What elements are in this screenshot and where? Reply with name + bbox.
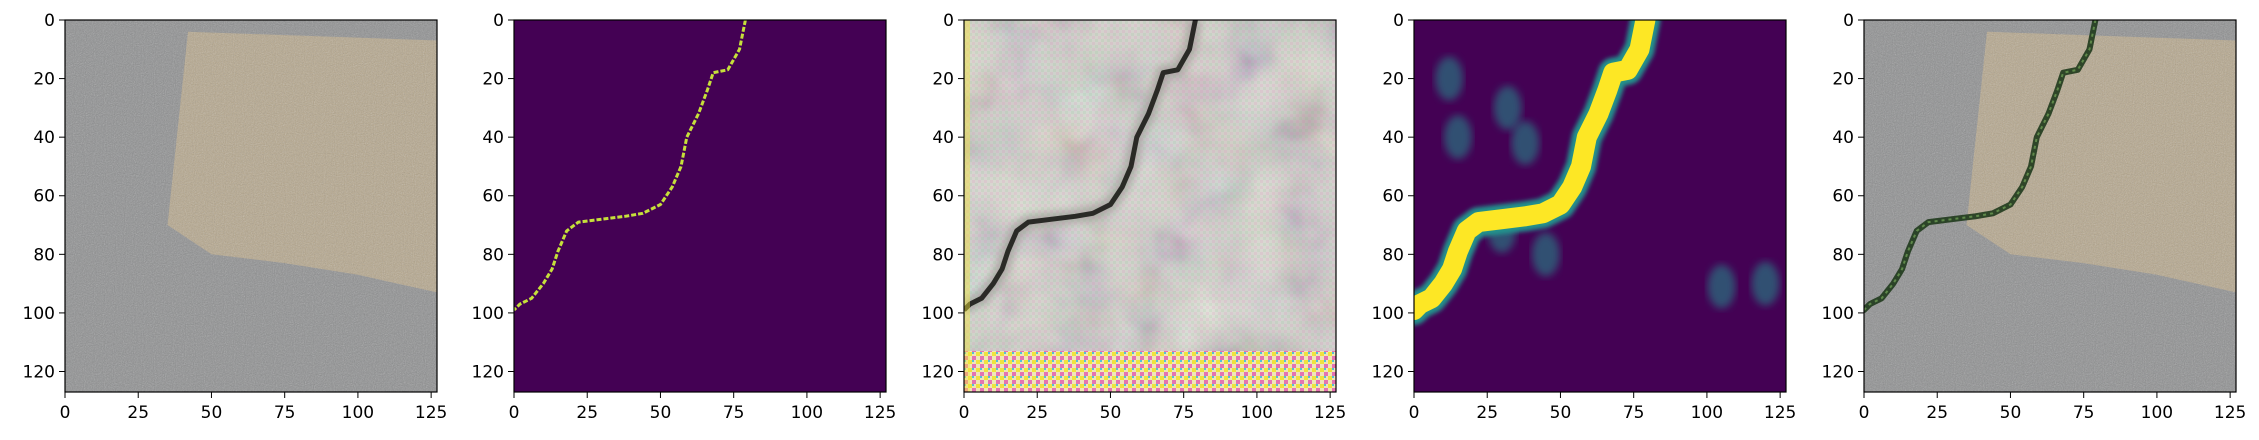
x-tick-label: 125 (1314, 403, 1346, 423)
crack-highlight (1864, 20, 2097, 311)
x-tick-label: 50 (2000, 403, 2022, 423)
y-tick-label: 120 (922, 362, 954, 382)
axes-frame (1863, 19, 2237, 393)
y-tick-label: 100 (1822, 304, 1854, 324)
y-tick-label: 20 (1832, 70, 1854, 90)
bottom-artifact-stripes (964, 350, 1336, 392)
y-tick-label: 0 (1393, 11, 1404, 31)
x-tick-label: 75 (2073, 403, 2095, 423)
x-tick-label: 50 (1550, 403, 1572, 423)
image-area (65, 20, 437, 392)
x-tick-label: 125 (864, 403, 896, 423)
x-tick-label: 0 (60, 403, 71, 423)
y-tick-label: 80 (932, 245, 954, 265)
x-tick-label: 125 (415, 403, 447, 423)
y-tick-label: 80 (1382, 245, 1404, 265)
y-tick-label: 40 (1832, 128, 1854, 148)
y-tick-label: 0 (44, 11, 55, 31)
x-tick-label: 25 (1476, 403, 1498, 423)
generated-crack-line (964, 20, 1198, 312)
image-area (1864, 20, 2236, 392)
faint-blob (1435, 56, 1464, 101)
y-tick-label: 100 (922, 304, 954, 324)
y-tick-label: 0 (493, 11, 504, 31)
image-area (514, 20, 886, 392)
left-edge-artifact (964, 20, 970, 392)
x-tick-label: 75 (1173, 403, 1195, 423)
x-tick-label: 100 (1691, 403, 1723, 423)
x-tick-label: 50 (650, 403, 672, 423)
x-tick-label: 0 (1859, 403, 1870, 423)
y-tick-label: 60 (33, 187, 55, 207)
x-tick-label: 100 (342, 403, 374, 423)
y-tick-label: 40 (932, 128, 954, 148)
y-tick-label: 40 (1382, 128, 1404, 148)
axes-frame (963, 19, 1337, 393)
y-tick-label: 100 (23, 304, 55, 324)
x-tick-label: 50 (1100, 403, 1122, 423)
y-tick-label: 0 (943, 11, 954, 31)
axes-frame (64, 19, 438, 393)
y-tick-label: 20 (33, 70, 55, 90)
x-tick-label: 25 (1926, 403, 1948, 423)
x-tick-label: 0 (509, 403, 520, 423)
y-tick-label: 100 (472, 304, 504, 324)
x-tick-label: 100 (1241, 403, 1273, 423)
faint-blob (1443, 115, 1472, 160)
y-tick-label: 60 (482, 187, 504, 207)
y-tick-label: 60 (1382, 187, 1404, 207)
faint-blob (1707, 264, 1736, 309)
probability-core (1414, 20, 1656, 320)
texture-noise (1864, 20, 2236, 392)
y-tick-label: 80 (482, 245, 504, 265)
panel-generated-image: 0 25 50 75 100 125 0 20 40 60 80 100 120 (922, 11, 1347, 423)
checker-artifact (964, 20, 1336, 392)
y-tick-label: 120 (472, 362, 504, 382)
faint-blob (1493, 85, 1522, 130)
panel-input-image: 0 25 50 75 100 125 0 20 40 60 80 100 120 (23, 11, 448, 423)
y-tick-label: 0 (1843, 11, 1854, 31)
y-tick-label: 120 (1372, 362, 1404, 382)
faint-blob (1531, 232, 1560, 277)
x-tick-label: 100 (791, 403, 823, 423)
x-tick-label: 25 (576, 403, 598, 423)
x-tick-label: 100 (2141, 403, 2173, 423)
x-tick-label: 25 (1026, 403, 1048, 423)
image-area (1414, 20, 1786, 392)
y-tick-label: 60 (932, 187, 954, 207)
x-tick-label: 75 (274, 403, 296, 423)
y-tick-label: 120 (23, 362, 55, 382)
texture-noise (65, 20, 437, 392)
y-tick-label: 80 (33, 245, 55, 265)
y-tick-label: 100 (1372, 304, 1404, 324)
y-tick-label: 120 (1822, 362, 1854, 382)
x-tick-label: 50 (201, 403, 223, 423)
crack-mask-line (514, 20, 747, 312)
x-tick-label: 75 (723, 403, 745, 423)
x-tick-label: 125 (2214, 403, 2246, 423)
x-tick-label: 0 (1409, 403, 1420, 423)
x-tick-label: 125 (1764, 403, 1796, 423)
y-tick-label: 60 (1832, 187, 1854, 207)
mask-background (514, 20, 886, 392)
x-tick-label: 25 (127, 403, 149, 423)
y-tick-label: 40 (33, 128, 55, 148)
x-tick-label: 0 (959, 403, 970, 423)
panel-overlay: 0 25 50 75 100 125 0 20 40 60 80 100 120 (1822, 11, 2247, 423)
x-tick-label: 75 (1623, 403, 1645, 423)
faint-blob (1751, 261, 1780, 306)
y-tick-label: 20 (482, 70, 504, 90)
y-tick-label: 40 (482, 128, 504, 148)
y-tick-label: 20 (932, 70, 954, 90)
axes-frame (1413, 19, 1787, 393)
y-tick-label: 20 (1382, 70, 1404, 90)
y-tick-label: 80 (1832, 245, 1854, 265)
panel-predicted-probability-map: 0 25 50 75 100 125 0 20 40 60 80 100 120 (1372, 11, 1797, 423)
axes-frame (513, 19, 887, 393)
faint-blob (1511, 121, 1540, 166)
panel-ground-truth-mask: 0 25 50 75 100 125 0 20 40 60 80 100 120 (472, 11, 897, 423)
image-area (964, 20, 1336, 392)
